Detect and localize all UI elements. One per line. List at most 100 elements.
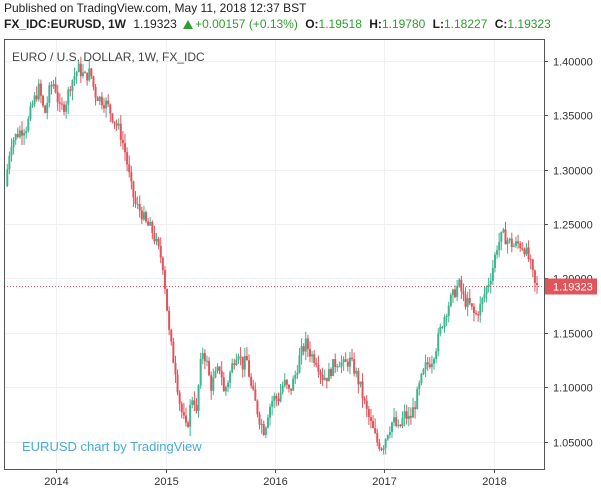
candle-down: [464, 294, 467, 307]
candle-down: [523, 249, 526, 255]
candle-down: [233, 363, 236, 365]
candle-up: [512, 245, 515, 247]
candle-down: [510, 238, 513, 247]
candle-down: [134, 197, 137, 205]
candle-down: [163, 270, 166, 289]
candle-down: [16, 134, 19, 137]
y-tick-label: 1.25000: [553, 220, 593, 232]
candle-down: [58, 102, 61, 104]
y-tick-label: 1.35000: [553, 111, 593, 123]
candle-down: [504, 229, 507, 245]
close-value: 1.19323: [507, 17, 551, 31]
candle-down: [161, 257, 164, 271]
candle-down: [100, 96, 103, 106]
candles: [6, 56, 539, 455]
candle-down: [319, 371, 322, 375]
candle-down: [109, 104, 112, 114]
candle-down: [357, 370, 360, 385]
candle-up: [75, 72, 78, 77]
candle-down: [84, 72, 87, 74]
candle-up: [142, 212, 145, 220]
x-axis[interactable]: 2014 2015 2016 2017 2018: [44, 469, 507, 488]
open-value: 1.19518: [318, 17, 362, 31]
candle-down: [395, 417, 398, 426]
candle-up: [136, 204, 139, 206]
candle-up: [506, 240, 509, 245]
candle-down: [399, 424, 402, 427]
candle-up: [483, 294, 486, 299]
candle-up: [294, 374, 297, 379]
candle-up: [10, 146, 13, 156]
candle-up: [355, 370, 358, 374]
candle-down: [369, 417, 372, 421]
candle-up: [33, 95, 36, 104]
candle-up: [342, 359, 345, 363]
candle-up: [65, 104, 68, 112]
candle-down: [252, 385, 255, 390]
candle-up: [279, 392, 282, 402]
candle-down: [210, 375, 213, 391]
candle-down: [361, 381, 364, 399]
candle-down: [60, 103, 63, 105]
candle-down: [536, 283, 539, 285]
quote-line: FX_IDC:EURUSD, 1W 1.19323 +0.00157 (+0.1…: [4, 17, 551, 31]
chart-container[interactable]: 1.400001.350001.300001.250001.200001.150…: [4, 39, 599, 491]
candle-down: [475, 313, 478, 315]
candle-down: [220, 370, 223, 378]
candle-down: [470, 303, 473, 307]
price-change: +0.00157 (+0.13%): [195, 17, 298, 31]
candle-up: [397, 424, 400, 426]
up-arrow-icon: [183, 20, 194, 29]
candle-down: [153, 232, 156, 242]
candle-up: [298, 355, 301, 373]
y-axis[interactable]: 1.400001.350001.300001.250001.200001.150…: [544, 57, 593, 450]
candle-up: [496, 250, 499, 255]
candle-down: [277, 398, 280, 402]
candle-down: [321, 374, 324, 380]
y-tick-label: 1.10000: [553, 383, 593, 395]
candle-up: [300, 346, 303, 356]
candle-up: [8, 155, 11, 170]
candle-down: [44, 105, 47, 113]
candle-down: [195, 405, 198, 411]
candle-down: [519, 243, 522, 249]
candle-up: [500, 231, 503, 243]
candle-down: [468, 297, 471, 304]
candle-down: [334, 359, 337, 368]
candle-down: [374, 428, 377, 434]
candle-down: [102, 105, 105, 109]
candle-down: [79, 63, 82, 77]
candle-down: [35, 95, 38, 100]
candle-up: [445, 315, 448, 318]
x-tick-label: 2014: [44, 476, 68, 488]
low-label: L:: [432, 17, 444, 31]
candle-up: [489, 280, 492, 285]
candle-down: [151, 222, 154, 233]
candle-down: [145, 212, 148, 222]
candle-down: [222, 377, 225, 392]
price-chart[interactable]: 1.400001.350001.300001.250001.200001.150…: [4, 39, 599, 491]
candle-down: [353, 359, 356, 374]
candle-up: [443, 317, 446, 327]
candle-up: [149, 222, 152, 226]
x-tick-label: 2015: [154, 476, 178, 488]
x-tick-label: 2017: [372, 476, 396, 488]
candle-up: [199, 358, 202, 386]
candle-down: [193, 400, 196, 406]
candle-up: [439, 326, 442, 334]
last-price-tag-bg: [545, 278, 597, 295]
candle-up: [466, 297, 469, 307]
y-tick-label: 1.30000: [553, 166, 593, 178]
candle-up: [491, 268, 494, 281]
candle-down: [275, 395, 278, 399]
candle-up: [304, 338, 307, 352]
candle-up: [384, 439, 387, 448]
candle-up: [216, 366, 219, 372]
candle-down: [306, 338, 309, 350]
candle-down: [365, 400, 368, 409]
candle-down: [428, 364, 431, 368]
candle-down: [315, 362, 318, 366]
candle-up: [6, 169, 9, 186]
candle-down: [325, 377, 328, 382]
candle-down: [184, 415, 187, 423]
